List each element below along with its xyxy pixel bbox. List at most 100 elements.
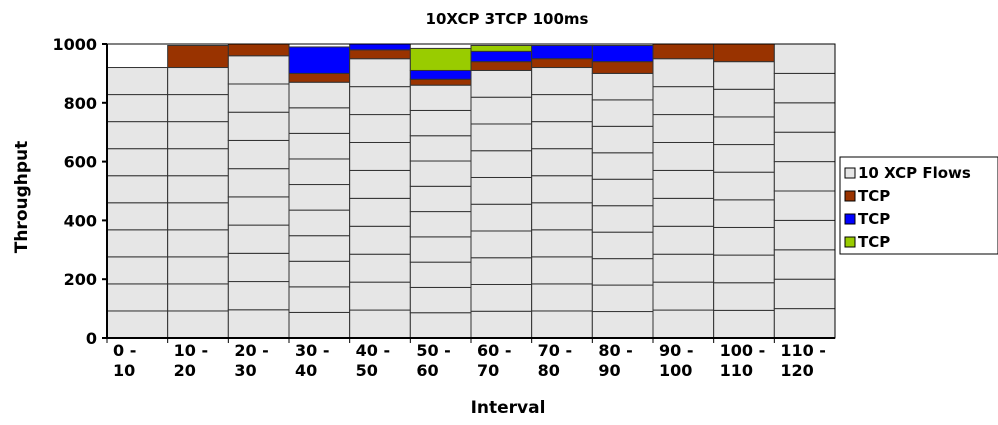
x-tick-label-line: 100: [659, 361, 692, 380]
bar-segment-xcp-flow: [652, 141, 715, 171]
bar-segment-tcp: [227, 43, 290, 57]
legend-swatch: [844, 213, 856, 225]
bar-segment-xcp-flow: [773, 102, 836, 133]
y-tick-label: 0: [86, 329, 97, 348]
bar-segment-xcp-flow: [349, 141, 411, 171]
bar-segment-xcp-flow: [106, 175, 169, 204]
bar-segment-xcp-flow: [531, 94, 593, 123]
bar-segment-xcp-flow: [106, 121, 169, 150]
bar-segment-xcp-flow: [713, 282, 775, 311]
x-tick-label-line: 90 -: [659, 341, 693, 360]
bar-segment-tcp: [531, 44, 593, 60]
bar-segment-tcp: [591, 44, 654, 63]
x-tick-label-line: 60: [416, 361, 438, 380]
bar-segment-xcp-flow: [591, 125, 654, 154]
bar-segment-tcp: [409, 47, 472, 71]
bar-segment-xcp-flow: [713, 144, 775, 173]
bar-segment-xcp-flow: [470, 69, 533, 98]
legend-label: TCP: [858, 233, 890, 251]
bar-segment-xcp-flow: [470, 257, 533, 285]
y-tick-label: 1000: [52, 35, 97, 54]
bar-segment-xcp-flow: [349, 114, 411, 143]
bar-segment-xcp-flow: [773, 72, 836, 104]
bar-segment-xcp-flow: [288, 132, 351, 160]
bar-segment-xcp-flow: [470, 230, 533, 259]
x-tick-label-line: 70 -: [538, 341, 572, 360]
x-tick-label-line: 50: [356, 361, 378, 380]
x-tick-label-line: 80 -: [598, 341, 632, 360]
bar-segment-xcp-flow: [288, 184, 351, 211]
bar-segment-xcp-flow: [470, 283, 533, 312]
bar-segment-xcp-flow: [591, 284, 654, 313]
bar-segment-tcp: [409, 78, 472, 86]
bar-segment-tcp: [349, 49, 411, 60]
plot-area: [106, 43, 836, 339]
bar-segment-tcp: [713, 43, 775, 63]
bar-segment-xcp-flow: [409, 236, 472, 263]
x-tick-label-line: 20 -: [234, 341, 268, 360]
bar-segment-xcp-flow: [773, 249, 836, 280]
bar-segment-xcp-flow: [531, 148, 593, 177]
bar-segment-xcp-flow: [106, 256, 169, 285]
bar-segment-xcp-flow: [713, 116, 775, 146]
bar-segment-xcp-flow: [409, 211, 472, 238]
bar-segment-xcp-flow: [288, 235, 351, 262]
bar-segment-xcp-flow: [167, 283, 229, 312]
bar-segment-xcp-flow: [349, 86, 411, 116]
y-tick-label: 200: [64, 270, 97, 289]
bar-segment-xcp-flow: [349, 309, 411, 339]
y-tick-label: 800: [64, 94, 97, 113]
legend-label: TCP: [858, 210, 890, 228]
x-tick-label: 50 -60: [416, 341, 450, 380]
bar-segment-xcp-flow: [470, 176, 533, 205]
bar-segment-xcp-flow: [713, 88, 775, 118]
bar-segment-xcp-flow: [531, 202, 593, 231]
bar-segment-xcp-flow: [227, 224, 290, 254]
bar-segment-tcp: [470, 44, 533, 52]
bar-segment-xcp-flow: [167, 310, 229, 339]
bar-segment-xcp-flow: [227, 309, 290, 339]
bar-segment-xcp-flow: [288, 311, 351, 339]
x-tick-label-line: 0 -: [113, 341, 136, 360]
bar-segment-xcp-flow: [713, 61, 775, 90]
x-tick-label-line: 10 -: [174, 341, 208, 360]
bar-segment-xcp-flow: [773, 161, 836, 192]
y-tick-label: 400: [64, 211, 97, 230]
bar-segment-xcp-flow: [531, 175, 593, 204]
bar-segment-xcp-flow: [652, 58, 715, 88]
bar-segment-xcp-flow: [531, 256, 593, 285]
bar-segment-tcp: [531, 58, 593, 69]
bar-segment-xcp-flow: [713, 171, 775, 201]
bar-segment-xcp-flow: [349, 253, 411, 283]
bar-segment-xcp-flow: [531, 67, 593, 96]
bar-segment-xcp-flow: [106, 229, 169, 258]
bar-segment-xcp-flow: [409, 84, 472, 111]
chart-title: 10XCP 3TCP 100ms: [426, 10, 589, 28]
legend-swatch: [844, 190, 856, 202]
bar-segment-xcp-flow: [227, 139, 290, 170]
bar-segment-xcp-flow: [773, 190, 836, 221]
bar-segment-xcp-flow: [106, 67, 169, 96]
bar-segment-xcp-flow: [106, 283, 169, 312]
bar-segment-xcp-flow: [349, 58, 411, 88]
x-tick-label: 80 -90: [598, 341, 632, 380]
x-tick-label-line: 80: [538, 361, 560, 380]
legend-swatch: [844, 236, 856, 248]
bar-segment-xcp-flow: [591, 311, 654, 339]
bar-segment-xcp-flow: [227, 55, 290, 85]
bar-segment-tcp: [349, 43, 411, 51]
x-tick-label-line: 30: [234, 361, 256, 380]
x-tick-label-line: 30 -: [295, 341, 329, 360]
bar-segment-xcp-flow: [409, 135, 472, 162]
bar-segment-xcp-flow: [652, 86, 715, 116]
x-tick-label: 60 -70: [477, 341, 511, 380]
bar-segment-xcp-flow: [288, 81, 351, 109]
x-tick-label: 30 -40: [295, 341, 329, 380]
bar-segment-xcp-flow: [409, 261, 472, 288]
bar-segment-xcp-flow: [167, 148, 229, 177]
bar-segment-xcp-flow: [652, 253, 715, 283]
bar-segment-xcp-flow: [773, 308, 836, 339]
bar-segment-xcp-flow: [288, 209, 351, 237]
